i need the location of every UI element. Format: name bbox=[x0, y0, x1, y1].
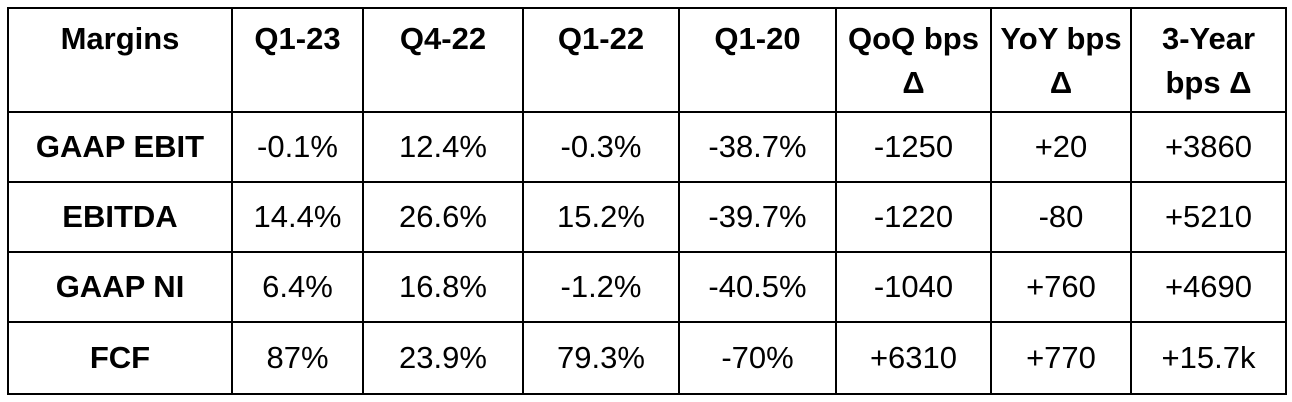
table-cell: +5210 bbox=[1130, 181, 1287, 253]
table-cell: 15.2% bbox=[522, 181, 680, 253]
table-cell: -1.2% bbox=[522, 251, 680, 323]
row-label: GAAP EBIT bbox=[7, 111, 233, 183]
row-label: GAAP NI bbox=[7, 251, 233, 323]
header-cell: Margins bbox=[7, 7, 233, 113]
header-cell: QoQ bps Δ bbox=[835, 7, 992, 113]
table-cell: 14.4% bbox=[231, 181, 364, 253]
table-cell: -70% bbox=[678, 321, 837, 395]
table-cell: -1040 bbox=[835, 251, 992, 323]
header-cell: Q1-22 bbox=[522, 7, 680, 113]
table-cell: -40.5% bbox=[678, 251, 837, 323]
table-cell: +760 bbox=[990, 251, 1132, 323]
table-cell: -80 bbox=[990, 181, 1132, 253]
table-row: GAAP NI 6.4% 16.8% -1.2% -40.5% -1040 +7… bbox=[7, 251, 1287, 323]
table-cell: +20 bbox=[990, 111, 1132, 183]
header-row: Margins Q1-23 Q4-22 Q1-22 Q1-20 QoQ bps … bbox=[7, 7, 1287, 113]
table-cell: 79.3% bbox=[522, 321, 680, 395]
row-label: FCF bbox=[7, 321, 233, 395]
table-cell: 12.4% bbox=[362, 111, 524, 183]
margins-table: Margins Q1-23 Q4-22 Q1-22 Q1-20 QoQ bps … bbox=[7, 7, 1287, 395]
table-row: FCF 87% 23.9% 79.3% -70% +6310 +770 +15.… bbox=[7, 321, 1287, 395]
table-cell: +4690 bbox=[1130, 251, 1287, 323]
header-cell: Q1-20 bbox=[678, 7, 837, 113]
header-cell: Q4-22 bbox=[362, 7, 524, 113]
row-label: EBITDA bbox=[7, 181, 233, 253]
table-cell: -0.1% bbox=[231, 111, 364, 183]
table-cell: +6310 bbox=[835, 321, 992, 395]
table-cell: +770 bbox=[990, 321, 1132, 395]
table-cell: -0.3% bbox=[522, 111, 680, 183]
table-row: GAAP EBIT -0.1% 12.4% -0.3% -38.7% -1250… bbox=[7, 111, 1287, 183]
table-row: EBITDA 14.4% 26.6% 15.2% -39.7% -1220 -8… bbox=[7, 181, 1287, 253]
table-cell: 23.9% bbox=[362, 321, 524, 395]
table-cell: -38.7% bbox=[678, 111, 837, 183]
table-cell: 6.4% bbox=[231, 251, 364, 323]
table-cell: 87% bbox=[231, 321, 364, 395]
header-cell: 3-Year bps Δ bbox=[1130, 7, 1287, 113]
table-cell: +15.7k bbox=[1130, 321, 1287, 395]
table-cell: -1250 bbox=[835, 111, 992, 183]
table-cell: +3860 bbox=[1130, 111, 1287, 183]
table-cell: -39.7% bbox=[678, 181, 837, 253]
table-cell: 26.6% bbox=[362, 181, 524, 253]
header-cell: YoY bps Δ bbox=[990, 7, 1132, 113]
table-cell: 16.8% bbox=[362, 251, 524, 323]
table-cell: -1220 bbox=[835, 181, 992, 253]
header-cell: Q1-23 bbox=[231, 7, 364, 113]
